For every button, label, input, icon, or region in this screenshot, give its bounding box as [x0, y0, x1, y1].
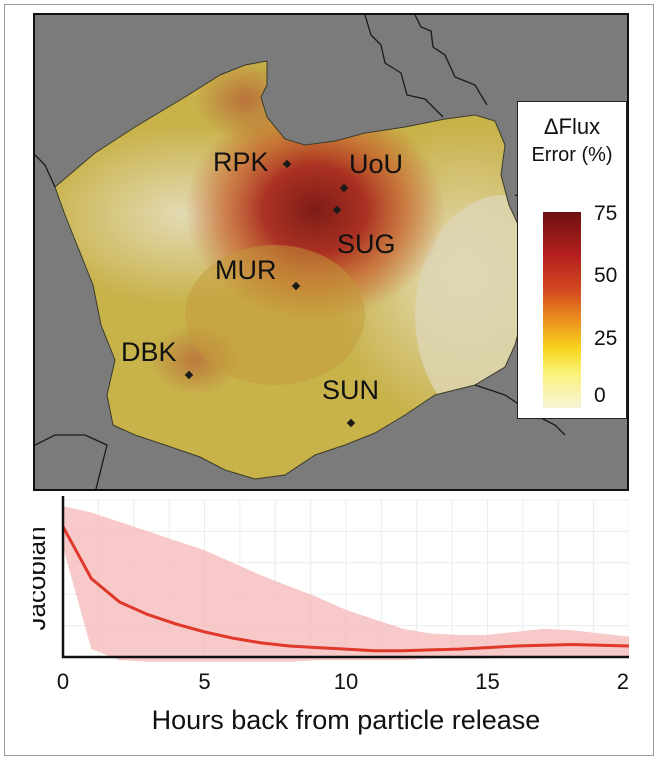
site-marker-sug [332, 205, 342, 215]
legend-tick-75: 75 [594, 202, 618, 225]
x-tick-label: 15 [475, 669, 499, 694]
site-label-uou: UoU [349, 149, 404, 179]
flux-error-map: RPK UoU SUG MUR DBK SUN ΔFlux Error (%) … [33, 13, 629, 491]
site-marker-mur [291, 281, 301, 291]
x-tick-label: 0 [57, 669, 69, 694]
legend-title-error: Error (%) [531, 144, 613, 166]
site-marker-rpk [282, 159, 292, 169]
legend-title-flux: ΔFlux [543, 114, 601, 139]
x-tick-label: 5 [198, 669, 210, 694]
site-label-mur: MUR [215, 255, 277, 285]
x-tick-labels: 0 5 10 15 20 [57, 669, 629, 694]
legend-tick-0: 0 [594, 384, 606, 407]
y-axis-label: Jacobian [33, 526, 51, 630]
x-axis-label: Hours back from particle release [152, 705, 541, 735]
map-canvas [35, 15, 627, 489]
jacobian-line [61, 525, 629, 653]
uncertainty-band [63, 506, 629, 662]
legend-tick-25: 25 [594, 327, 618, 350]
jacobian-line-chart: 0 5 10 15 20 Hours back from particle releas… [33, 492, 629, 747]
site-marker-dbk [184, 370, 194, 380]
colorbar [543, 212, 581, 408]
site-label-dbk: DBK [121, 337, 177, 367]
site-marker-uou [339, 183, 349, 193]
site-marker-sun [346, 418, 356, 428]
x-tick-label: 20 [617, 669, 629, 694]
line-chart-svg: 0 5 10 15 20 Hours back from particle releas… [33, 496, 629, 735]
legend-tick-50: 50 [594, 264, 618, 287]
x-tick-label: 10 [334, 669, 358, 694]
site-label-sug: SUG [337, 229, 396, 259]
colorbar-legend: ΔFlux Error (%) 75 50 25 0 [517, 101, 627, 419]
site-label-rpk: RPK [213, 147, 269, 177]
site-label-sun: SUN [322, 375, 380, 405]
